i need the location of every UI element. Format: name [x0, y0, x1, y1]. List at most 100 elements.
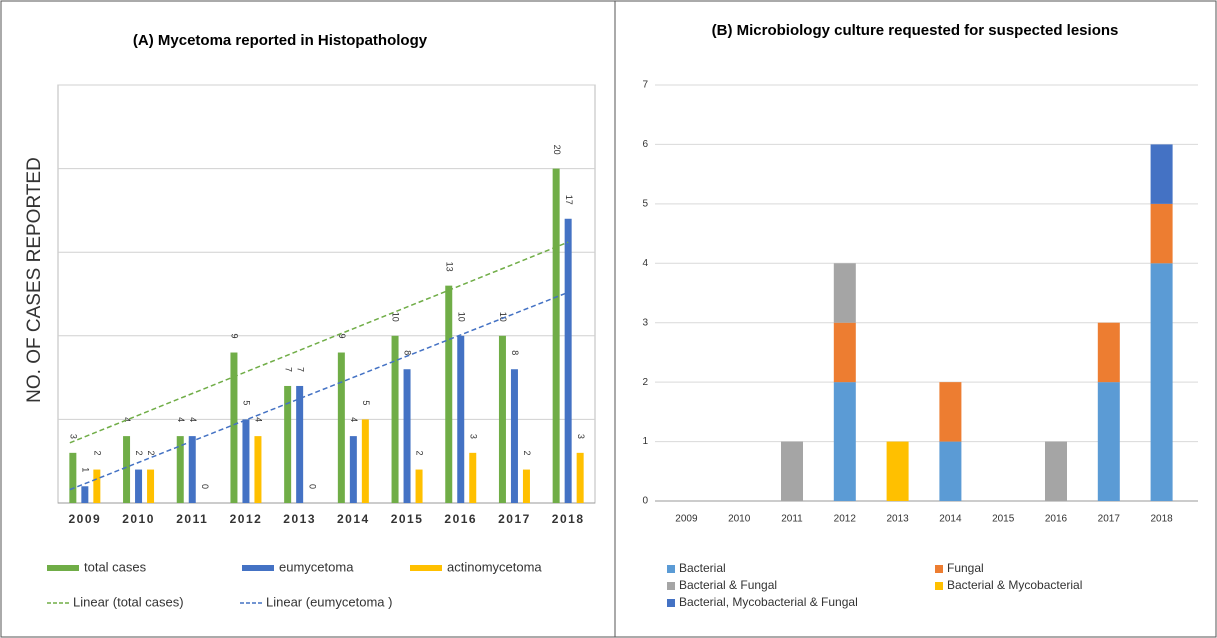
value-label: 3	[576, 434, 586, 439]
bar-segment	[1045, 441, 1067, 501]
bar	[469, 452, 477, 503]
value-label: 4	[122, 417, 132, 422]
x-tick-label: 2013	[283, 512, 316, 526]
x-tick-label: 2014	[337, 512, 370, 526]
x-tick-label: 2012	[230, 512, 263, 526]
y-tick-label: 4	[642, 258, 648, 269]
legend-label: Bacterial, Mycobacterial & Fungal	[679, 595, 858, 609]
value-label: 5	[361, 400, 371, 405]
legend-label: Linear (eumycetoma )	[266, 594, 392, 609]
x-tick-label: 2011	[781, 514, 803, 525]
value-label: 3	[468, 434, 478, 439]
x-tick-label: 2016	[1045, 514, 1068, 525]
bar	[254, 436, 262, 503]
chart-title: (A) Mycetoma reported in Histopathology	[132, 32, 428, 49]
value-label: 10	[498, 312, 508, 322]
value-label: 20	[552, 145, 562, 155]
value-label: 8	[403, 350, 413, 355]
legend-label: total cases	[84, 559, 147, 574]
bar-segment	[1150, 144, 1173, 204]
x-tick-label: 2011	[176, 512, 208, 526]
value-label: 5	[242, 400, 252, 405]
bar	[147, 469, 155, 503]
bar-segment	[833, 263, 856, 323]
legend-swatch	[410, 565, 442, 571]
bar-segment	[781, 441, 803, 501]
legend-swatch	[47, 565, 79, 571]
legend-label: Bacterial	[679, 561, 726, 575]
x-tick-label: 2015	[992, 514, 1015, 525]
bar	[361, 419, 369, 503]
bar-segment	[886, 441, 909, 501]
x-tick-label: 2017	[498, 512, 531, 526]
value-label: 4	[254, 417, 264, 422]
x-tick-label: 2009	[675, 514, 698, 525]
legend-swatch	[667, 599, 675, 607]
trendline	[69, 241, 569, 444]
bar	[230, 352, 238, 503]
value-label: 0	[307, 484, 317, 489]
value-label: 2	[92, 451, 102, 456]
x-tick-label: 2016	[444, 512, 477, 526]
value-label: 2	[146, 451, 156, 456]
bar-segment	[1150, 203, 1173, 264]
y-tick-label: 0	[642, 496, 648, 507]
bar	[522, 469, 530, 503]
x-tick-label: 2012	[834, 514, 857, 525]
y-tick-label: 1	[642, 436, 648, 447]
bar	[188, 436, 196, 503]
bar	[510, 369, 518, 503]
bar	[242, 419, 250, 503]
bar	[576, 452, 584, 503]
legend-swatch	[667, 565, 675, 573]
legend-swatch	[935, 582, 943, 590]
bar	[135, 469, 143, 503]
legend-label: eumycetoma	[279, 559, 354, 574]
bar-segment	[939, 441, 962, 501]
legend-label: Bacterial & Mycobacterial	[947, 578, 1082, 592]
x-tick-label: 2013	[886, 514, 909, 525]
value-label: 13	[444, 262, 454, 272]
legend-swatch	[242, 565, 274, 571]
x-tick-label: 2018	[552, 512, 585, 526]
y-tick-label: 7	[642, 80, 648, 91]
value-label: 2	[415, 451, 425, 456]
bar-segment	[833, 322, 856, 383]
bar	[337, 352, 345, 503]
legend-label: Bacterial & Fungal	[679, 578, 777, 592]
y-tick-label: 5	[642, 198, 648, 209]
y-axis-label: NO. OF CASES REPORTED	[24, 157, 45, 403]
value-label: 10	[456, 312, 466, 322]
chart-title: (B) Microbiology culture requested for s…	[711, 22, 1119, 39]
bar	[415, 469, 423, 503]
value-label: 7	[283, 367, 293, 372]
bar	[552, 168, 560, 503]
value-label: 2	[522, 451, 532, 456]
x-tick-label: 2009	[68, 512, 101, 526]
value-label: 10	[391, 312, 401, 322]
value-label: 9	[230, 334, 240, 339]
x-tick-label: 2014	[939, 514, 962, 525]
bar	[403, 369, 411, 503]
value-label: 4	[176, 417, 186, 422]
x-tick-label: 2017	[1098, 514, 1121, 525]
bar-segment	[939, 382, 962, 442]
bar	[498, 335, 506, 503]
legend-swatch	[667, 582, 675, 590]
bar	[81, 486, 89, 503]
value-label: 8	[510, 350, 520, 355]
bar-segment	[1150, 263, 1173, 501]
bar	[349, 436, 357, 503]
bar	[564, 218, 572, 503]
bar-segment	[833, 382, 856, 501]
value-label: 1	[80, 467, 90, 472]
bar	[391, 335, 399, 503]
value-label: 2	[134, 451, 144, 456]
bar	[123, 436, 131, 503]
bar	[296, 385, 304, 503]
value-label: 4	[349, 417, 359, 422]
trendline	[69, 291, 569, 491]
bar	[93, 469, 101, 503]
